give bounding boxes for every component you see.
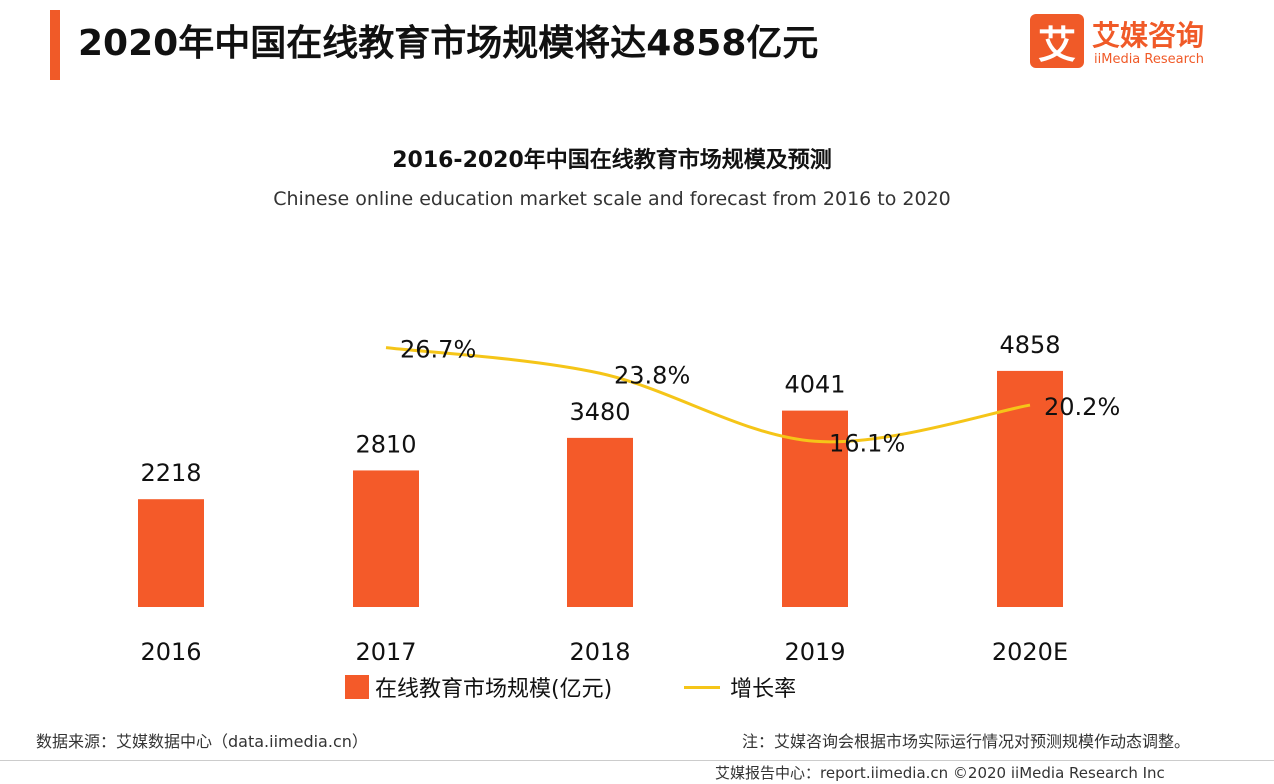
brand-logo: 艾 艾媒咨询 iiMedia Research bbox=[1030, 10, 1262, 72]
growth-rate-label: 26.7% bbox=[400, 336, 476, 364]
bar-value-label: 2218 bbox=[140, 459, 201, 487]
category-label: 2017 bbox=[355, 638, 416, 666]
legend-label-line: 增长率 bbox=[730, 677, 797, 702]
bar-2018 bbox=[567, 437, 633, 607]
legend-item-line: 增长率 bbox=[684, 671, 796, 703]
logo-name-cn: 艾媒咨询 bbox=[1092, 19, 1205, 52]
bar-value-label: 3480 bbox=[569, 398, 630, 426]
source-note: 数据来源：艾媒数据中心（data.iimedia.cn） bbox=[36, 732, 368, 751]
bar-2016 bbox=[138, 499, 204, 607]
bar-value-label: 4858 bbox=[999, 331, 1060, 359]
growth-rate-label: 20.2% bbox=[1044, 393, 1120, 421]
category-label: 2020E bbox=[992, 638, 1068, 666]
growth-rate-label: 23.8% bbox=[614, 361, 690, 389]
chart-title: 2016-2020年中国在线教育市场规模及预测 bbox=[392, 148, 832, 173]
title-accent-bar bbox=[50, 10, 60, 80]
category-label: 2019 bbox=[784, 638, 845, 666]
footer-text: 艾媒报告中心：report.iimedia.cn ©2020 iiMedia R… bbox=[715, 764, 1165, 782]
footer-divider bbox=[0, 760, 1274, 761]
legend-bar-swatch bbox=[345, 675, 369, 699]
remark-note: 注：艾媒咨询会根据市场实际运行情况对预测规模作动态调整。 bbox=[742, 732, 1191, 751]
chart-legend: 在线教育市场规模(亿元) 增长率 bbox=[345, 670, 868, 704]
logo-name-en: iiMedia Research bbox=[1094, 52, 1205, 67]
growth-rate-label: 16.1% bbox=[829, 429, 905, 457]
legend-label-bar: 在线教育市场规模(亿元) bbox=[375, 677, 613, 702]
chart-subtitle: Chinese online education market scale an… bbox=[273, 188, 951, 210]
growth-rate-line bbox=[385, 346, 1031, 444]
logo-icon: 艾 bbox=[1030, 14, 1084, 68]
bar-line-chart: 2218 2016 2810 2017 3480 2018 4041 2019 4858 2020… bbox=[138, 331, 1120, 666]
category-label: 2016 bbox=[140, 638, 201, 666]
page-title: 2020年中国在线教育市场规模将达4858亿元 bbox=[78, 23, 819, 64]
bar-value-label: 2810 bbox=[355, 430, 416, 458]
bar-2017 bbox=[353, 470, 419, 607]
bar-2019 bbox=[782, 410, 848, 607]
legend-item-bar: 在线教育市场规模(亿元) bbox=[345, 671, 612, 703]
legend-line-swatch bbox=[684, 685, 721, 689]
category-label: 2018 bbox=[569, 638, 630, 666]
bar-value-label: 4041 bbox=[784, 371, 845, 399]
